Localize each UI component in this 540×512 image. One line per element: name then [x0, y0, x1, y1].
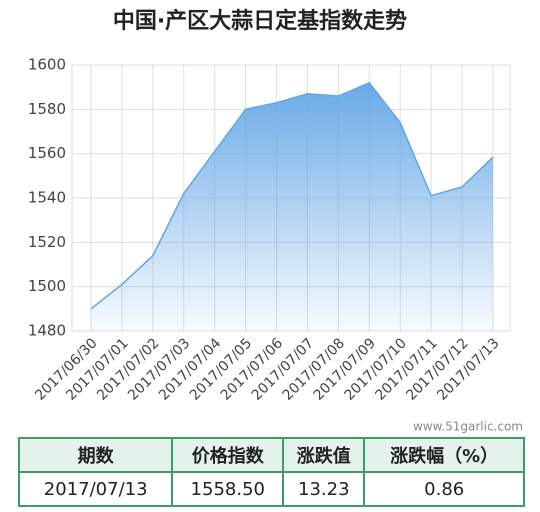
table-cell: 13.23	[282, 471, 366, 507]
header-cell: 价格指数	[171, 437, 285, 473]
y-tick-label: 1480	[28, 322, 66, 340]
table-cell: 0.86	[363, 471, 525, 507]
y-tick-label: 1500	[28, 277, 66, 295]
area	[91, 82, 493, 331]
header-cell: 涨跌幅（%）	[363, 437, 525, 473]
table-cell: 1558.50	[171, 471, 285, 507]
y-tick-label: 1520	[28, 233, 66, 251]
y-tick-label: 1560	[28, 144, 66, 162]
line	[90, 81, 494, 310]
watermark: www.51garlic.com	[413, 420, 523, 434]
y-tick-label: 1600	[28, 56, 66, 74]
table-row: 2017/07/13 1558.50 13.23 0.86	[17, 471, 525, 507]
header-cell: 期数	[17, 437, 174, 473]
chart-title: 中国·产区大蒜日定基指数走势	[113, 8, 407, 34]
table-header: 期数 价格指数 涨跌值 涨跌幅（%）	[17, 437, 525, 473]
chart: 中国·产区大蒜日定基指数走势 www.51garlic.com 1480 1500…	[28, 8, 523, 434]
data-table: 期数 价格指数 涨跌值 涨跌幅（%） 2017/07/13 1558.50 13…	[17, 437, 525, 507]
header-cell: 涨跌值	[282, 437, 366, 473]
table-cell: 2017/07/13	[17, 471, 174, 507]
y-tick-label: 1580	[28, 100, 66, 118]
y-tick-label: 1540	[28, 189, 66, 207]
